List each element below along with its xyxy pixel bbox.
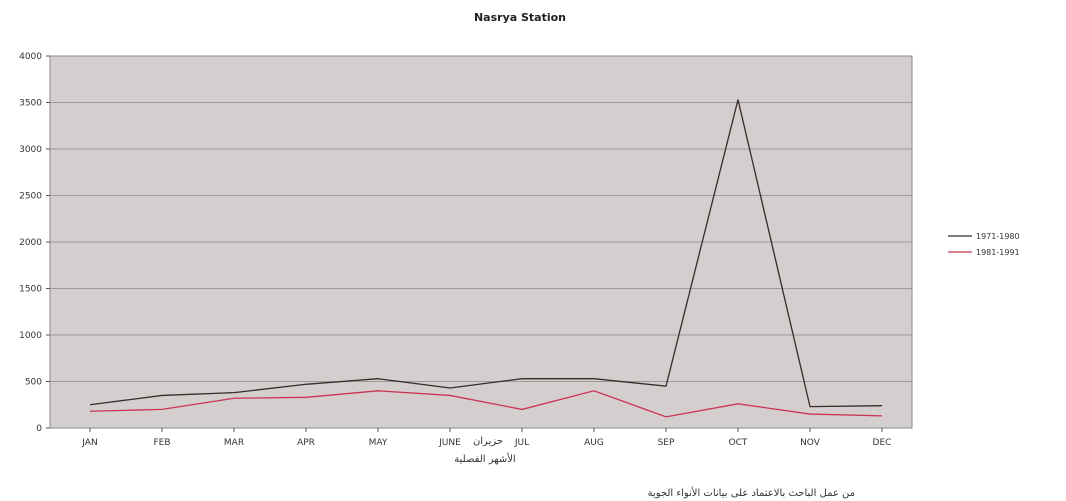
source-caption: من عمل الباحث بالاعتماد على بيانات الأنو… <box>648 486 855 499</box>
x-tick-label: DEC <box>873 438 892 448</box>
chart-title: Nasrya Station <box>474 11 566 24</box>
y-tick-label: 500 <box>25 378 42 388</box>
x-tick-label: JUL <box>514 438 529 448</box>
legend-label: 1981-1991 <box>976 248 1020 257</box>
legend-label: 1971-1980 <box>976 232 1020 241</box>
x-tick-label: MAR <box>224 438 244 448</box>
x-tick-label: APR <box>297 438 315 448</box>
y-tick-label: 4000 <box>19 52 42 62</box>
y-tick-label: 2500 <box>19 192 42 202</box>
gridlines <box>50 55 912 382</box>
x-tick-label: NOV <box>800 438 821 448</box>
x-tick-label: MAY <box>369 438 388 448</box>
june-overlay-label: حزيران <box>473 436 503 447</box>
series-line-2 <box>89 390 883 418</box>
y-axis-ticks: 0 500 1000 1500 2000 2500 3000 3500 4000 <box>19 52 50 434</box>
legend: 1971-1980 1981-1991 <box>948 232 1020 257</box>
y-tick-label: 2000 <box>19 238 42 248</box>
x-tick-label: JAN <box>81 438 97 448</box>
y-tick-label: 1000 <box>19 331 42 341</box>
y-tick-label: 3000 <box>19 145 42 155</box>
series-group <box>89 99 883 418</box>
x-axis-ticks: JAN FEB MAR APR MAY JUNE JUL AUG SEP OCT NOV DEC <box>81 428 891 448</box>
x-tick-label: AUG <box>584 438 604 448</box>
x-tick-label: JUNE <box>438 438 461 448</box>
x-tick-label: FEB <box>153 438 170 448</box>
y-tick-label: 3500 <box>19 99 42 109</box>
x-tick-label: SEP <box>658 438 675 448</box>
x-tick-label: OCT <box>729 438 748 448</box>
x-axis-title: الأشهر الفصلية <box>454 452 515 465</box>
series-line-1 <box>89 99 883 408</box>
y-tick-label: 1500 <box>19 285 42 295</box>
y-tick-label: 0 <box>36 424 42 434</box>
